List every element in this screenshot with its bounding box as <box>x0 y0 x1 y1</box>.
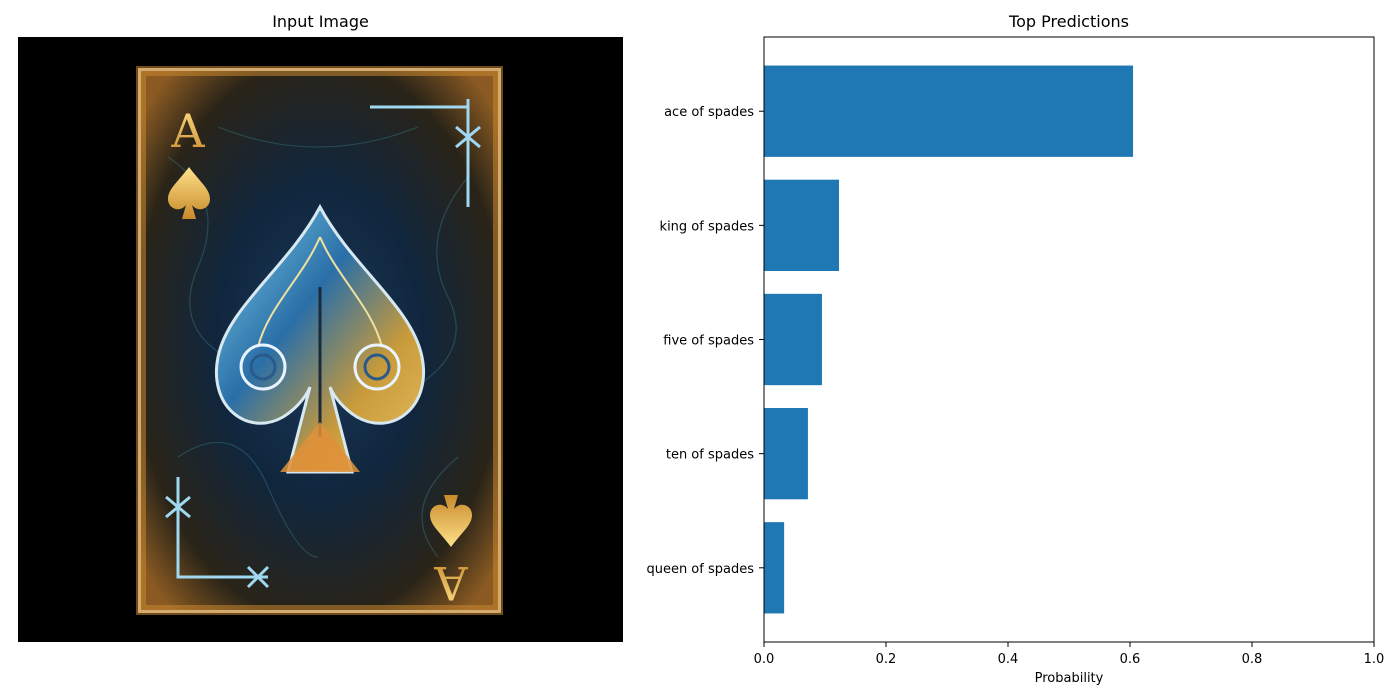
y-tick-label: ace of spades <box>664 105 754 120</box>
svg-text:A: A <box>170 104 205 158</box>
input-image-title: Input Image <box>272 12 369 31</box>
bars-group <box>764 65 1134 614</box>
bar-ten-of-spades <box>764 407 808 500</box>
bar-five-of-spades <box>764 293 822 386</box>
x-tick-label: 0.2 <box>876 652 897 667</box>
x-tick-label: 0.8 <box>1242 652 1263 667</box>
axes-group: ace of spades king of spades five of spade… <box>646 36 1385 686</box>
chart-title: Top Predictions <box>1009 12 1129 31</box>
y-tick-label: ten of spades <box>666 448 754 463</box>
x-tick-label: 0.6 <box>1120 652 1141 667</box>
bar-king-of-spades <box>764 179 840 272</box>
x-tick-label: 0.4 <box>998 652 1019 667</box>
y-tick-label: queen of spades <box>646 562 754 577</box>
y-tick-label: king of spades <box>660 219 755 234</box>
y-tick-label: five of spades <box>663 334 754 349</box>
bar-queen-of-spades <box>764 522 785 614</box>
svg-text:A: A <box>434 556 469 610</box>
x-tick-label: 1.0 <box>1364 652 1385 667</box>
x-axis-label: Probability <box>1035 671 1104 686</box>
x-tick-label: 0.0 <box>754 652 775 667</box>
bar-ace-of-spades <box>764 65 1134 157</box>
input-image: A A <box>18 37 623 642</box>
ace-of-spades-card-image: A A <box>136 66 503 615</box>
plot-frame <box>763 36 1375 643</box>
